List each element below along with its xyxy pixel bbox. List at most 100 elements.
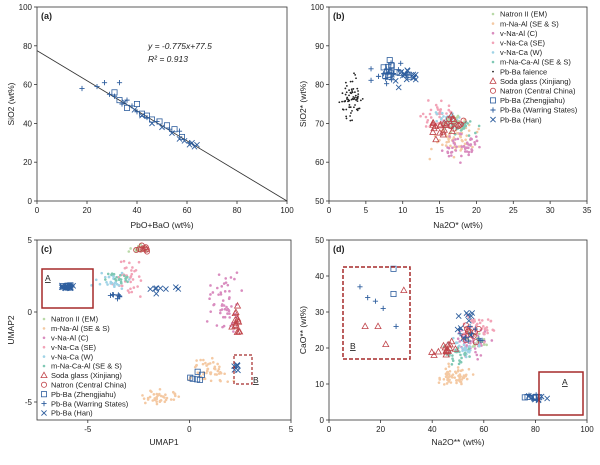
panel-d-point [434, 347, 443, 355]
panel-b-point [424, 115, 428, 119]
panel-c-point [155, 400, 158, 403]
panel-d-box-b-label: B [350, 341, 356, 351]
panel-b-ytick-label: 80 [315, 81, 324, 90]
panel-d-ticks: 0 20 40 60 80 100 0 10 20 30 40 50 [315, 236, 594, 434]
panel-c-legend-marker [41, 410, 47, 416]
panel-b-point [441, 111, 444, 115]
panel-d-point [464, 349, 467, 352]
panel-d-point [467, 323, 473, 330]
panel-d-point [460, 382, 463, 386]
panel-c-box-b [233, 354, 253, 385]
panel-b-point [346, 96, 349, 99]
panel-b-point [466, 146, 470, 150]
panel-d: (d) B A 0 20 40 60 80 100 0 10 20 30 40 50 Na2O** (… [298, 236, 594, 447]
panel-d-point [465, 344, 469, 347]
panel-b-point [350, 88, 353, 91]
panel-a-point [124, 104, 131, 111]
panel-b-legend-marker [489, 97, 496, 104]
panel-d-point [460, 333, 467, 340]
panel-b-point [435, 106, 439, 109]
panel-d-point [465, 377, 469, 381]
panel-c-point [130, 290, 134, 294]
panel-c-point [119, 280, 123, 284]
panel-c-point [212, 361, 215, 364]
panel-b-xtick-label: 35 [583, 206, 592, 215]
panel-b-point [463, 147, 467, 151]
panel-c-point [127, 250, 131, 253]
panel-d-point [449, 381, 453, 384]
panel-c-point [225, 308, 229, 312]
panel-c-point [119, 260, 123, 264]
panel-d-point [458, 373, 462, 376]
panel-c-point [206, 367, 209, 371]
panel-c-ytick-label: 5 [28, 236, 33, 245]
panel-b-point [440, 117, 443, 120]
panel-b-point [473, 143, 477, 146]
panel-c-point [225, 305, 228, 309]
panel-b-point [429, 108, 433, 112]
panel-d-ytick-label: 50 [315, 236, 324, 245]
panel-b-point [357, 93, 360, 96]
panel-b-point [455, 132, 459, 135]
panel-a-points [79, 80, 200, 150]
panel-c-point [148, 395, 152, 399]
panel-c-point [209, 372, 212, 376]
panel-b-point [450, 154, 453, 157]
panel-c-point [212, 303, 216, 306]
panel-b-legend-marker [489, 77, 497, 84]
panel-b-point [465, 150, 469, 153]
panel-a-equation: y = -0.775x+77.5 [147, 41, 212, 51]
panel-d-ytick-label: 20 [315, 344, 324, 353]
panel-b-xlabel: Na2O* (wt%) [433, 220, 483, 230]
panel-d-point [463, 322, 470, 329]
panel-c-legend-label: v-Na-Ca (SE) [51, 343, 97, 352]
panel-d-point [458, 340, 462, 343]
panel-a-point [163, 122, 170, 129]
panel-c-point [150, 390, 153, 394]
panel-d-point [459, 369, 463, 373]
panel-c-point [201, 362, 205, 366]
panel-c-point [131, 278, 135, 281]
panel-c-legend-label: v-Na-Al (C) [51, 334, 89, 343]
panel-b-point [447, 138, 450, 141]
panel-c-point [213, 367, 217, 371]
panel-c-ytick-label: 0 [28, 308, 33, 317]
panel-d-point [459, 353, 462, 357]
panel-b-point [352, 88, 355, 90]
panel-d-point [483, 327, 487, 330]
panel-b-ticks: 0 5 10 15 20 25 30 35 50 60 70 80 90 100 [311, 3, 592, 215]
panel-b-xtick-label: 30 [546, 206, 555, 215]
panel-c-point [127, 278, 131, 281]
panel-b-point [446, 146, 449, 149]
panel-d-point [454, 348, 457, 352]
panel-d-xtick-label: 20 [376, 425, 385, 434]
panel-b-point [454, 121, 461, 128]
panel-b-point [462, 145, 466, 148]
panel-b-legend-label: Pb-Ba (Zhengjiahu) [500, 96, 566, 105]
panel-b-point [392, 77, 399, 84]
panel-d-point [527, 393, 533, 399]
panel-d-point [465, 317, 472, 324]
panel-b-point [388, 60, 394, 66]
panel-d-point [456, 337, 460, 340]
panel-c-point [223, 290, 227, 293]
panel-a-point [194, 141, 200, 148]
panel-b-legend-label: Pb-Ba (Han) [500, 115, 542, 124]
panel-c-point [132, 286, 136, 289]
panel-c-label: (c) [41, 244, 52, 254]
panel-c-point [144, 401, 147, 405]
panel-c-point [120, 287, 124, 290]
panel-d-point [447, 365, 451, 368]
panel-c-legend: Natron II (EM)m-Na-Al (SE & S)v-Na-Al (C… [40, 315, 129, 418]
panel-a-ytick-label: 80 [23, 42, 32, 51]
panel-a-frame [36, 6, 288, 202]
panel-c-point [223, 372, 226, 376]
panel-c-point [219, 379, 222, 383]
panel-d-point [467, 332, 474, 339]
panel-b-point [389, 74, 395, 80]
panel-b-point [438, 115, 441, 119]
panel-b-point [453, 143, 457, 146]
panel-a-xtick-label: 100 [280, 206, 294, 215]
panel-d-point [464, 355, 468, 359]
